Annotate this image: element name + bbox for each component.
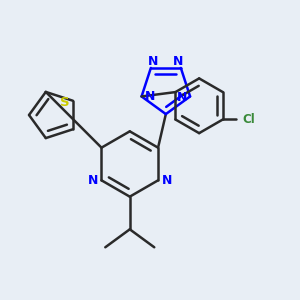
Text: N: N	[145, 90, 155, 103]
Text: N: N	[162, 174, 172, 187]
Text: N: N	[88, 174, 98, 187]
Text: N: N	[176, 91, 187, 104]
Text: Cl: Cl	[242, 113, 255, 126]
Text: N: N	[173, 55, 184, 68]
Text: S: S	[60, 96, 70, 109]
Text: N: N	[148, 55, 158, 68]
